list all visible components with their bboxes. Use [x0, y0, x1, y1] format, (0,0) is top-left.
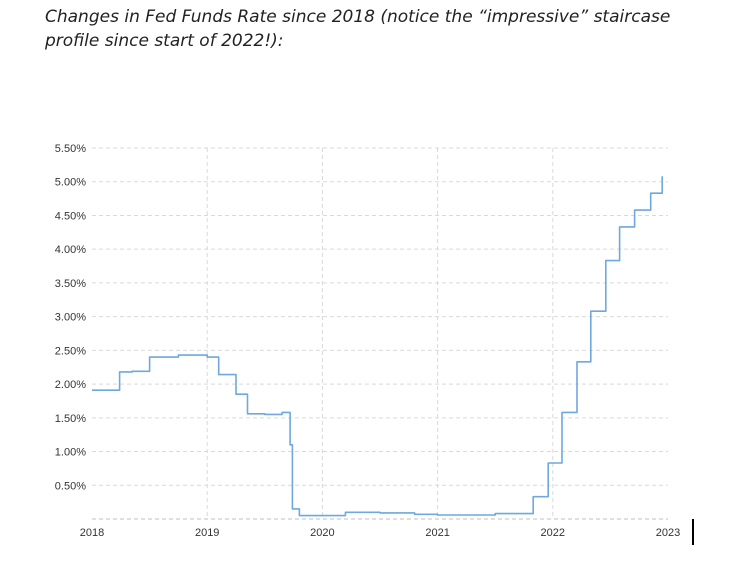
- x-tick-label: 2023: [656, 527, 680, 539]
- x-tick-label: 2018: [80, 527, 104, 539]
- y-tick-label: 4.50%: [55, 210, 86, 222]
- series-layer: [92, 176, 663, 517]
- y-tick-label: 5.50%: [55, 143, 86, 155]
- y-tick-label: 4.00%: [55, 244, 86, 256]
- grid-lines: [92, 147, 668, 519]
- x-tick-label: 2022: [541, 527, 565, 539]
- y-tick-label: 2.00%: [55, 379, 86, 391]
- y-tick-label: 3.00%: [55, 312, 86, 324]
- text-cursor: [692, 519, 694, 545]
- y-tick-label: 0.50%: [55, 480, 86, 492]
- x-tick-label: 2020: [310, 527, 334, 539]
- y-tick-label: 1.50%: [55, 413, 86, 425]
- caption-text: Changes in Fed Funds Rate since 2018 (no…: [45, 7, 671, 51]
- series-line: [92, 176, 663, 517]
- y-tick-label: 2.50%: [55, 345, 86, 357]
- y-tick-label: 1.00%: [55, 447, 86, 459]
- x-tick-label: 2021: [425, 527, 449, 539]
- x-tick-label: 2019: [195, 527, 219, 539]
- tick-labels: 0.50% 1.00% 1.50% 2.00% 2.50% 3.00% 3.50% 4.00%…: [55, 143, 680, 539]
- y-tick-label: 5.00%: [55, 177, 86, 189]
- y-tick-label: 3.50%: [55, 278, 86, 290]
